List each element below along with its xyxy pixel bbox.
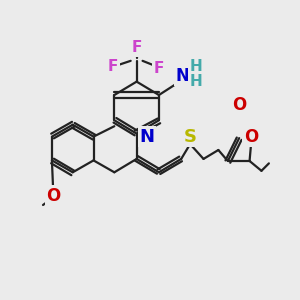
- Text: O: O: [232, 96, 246, 114]
- Text: O: O: [46, 187, 61, 205]
- Text: H: H: [190, 59, 202, 74]
- Text: N: N: [176, 67, 190, 85]
- Text: H: H: [190, 74, 202, 89]
- Text: S: S: [184, 128, 196, 146]
- Text: O: O: [244, 128, 258, 146]
- Text: F: F: [131, 40, 142, 55]
- Text: F: F: [108, 59, 118, 74]
- Text: N: N: [140, 128, 154, 146]
- Text: F: F: [154, 61, 164, 76]
